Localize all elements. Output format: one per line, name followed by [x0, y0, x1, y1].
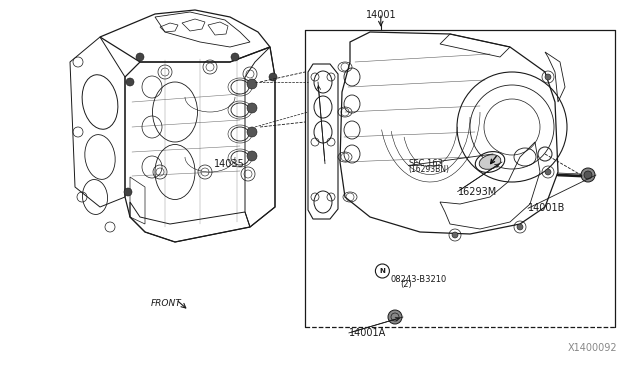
Text: 08243-B3210: 08243-B3210 — [390, 275, 447, 283]
Text: (16293BN): (16293BN) — [408, 165, 449, 174]
Text: 14001B: 14001B — [528, 203, 565, 213]
Circle shape — [136, 53, 144, 61]
Circle shape — [452, 232, 458, 238]
Circle shape — [545, 74, 551, 80]
Circle shape — [517, 224, 523, 230]
Circle shape — [247, 79, 257, 89]
Text: (2): (2) — [400, 280, 412, 289]
Circle shape — [126, 78, 134, 86]
Text: 14001: 14001 — [365, 10, 396, 20]
Circle shape — [388, 310, 402, 324]
Text: FRONT: FRONT — [151, 299, 182, 308]
Text: SEC.163: SEC.163 — [408, 159, 444, 168]
Text: 16293M: 16293M — [458, 187, 497, 196]
Circle shape — [247, 127, 257, 137]
Text: 14035: 14035 — [214, 159, 244, 169]
Text: X1400092: X1400092 — [568, 343, 618, 353]
Circle shape — [584, 171, 592, 179]
Text: 14001A: 14001A — [349, 328, 386, 338]
Text: N: N — [380, 268, 385, 274]
Ellipse shape — [479, 155, 500, 169]
Circle shape — [545, 169, 551, 175]
Circle shape — [124, 188, 132, 196]
Circle shape — [247, 103, 257, 113]
Circle shape — [247, 151, 257, 161]
Circle shape — [269, 73, 277, 81]
Circle shape — [581, 168, 595, 182]
Circle shape — [231, 53, 239, 61]
